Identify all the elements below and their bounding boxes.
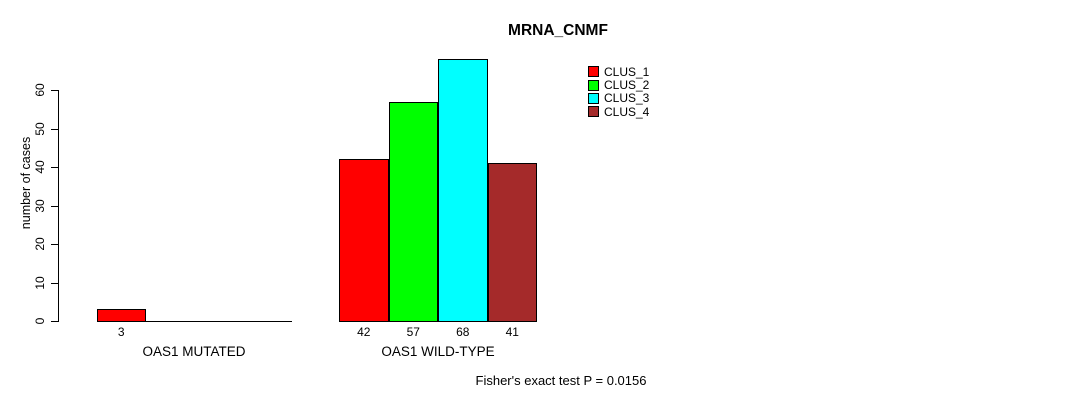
bar-value-label-oas1-wild-type-clus-4: 41	[505, 324, 519, 339]
legend-swatch-clus-3	[588, 92, 599, 104]
y-tick-label-20: 20	[33, 237, 47, 251]
legend: CLUS_1 CLUS_2 CLUS_3 CLUS_4	[588, 65, 649, 119]
annotation-text: Fisher's exact test P = 0.0156	[475, 373, 647, 388]
y-tick-10	[51, 282, 58, 284]
y-tick-50	[51, 128, 58, 130]
zero-bar-clus-2-oas1-mutated	[145, 321, 195, 322]
legend-label-clus-3: CLUS_3	[604, 91, 650, 106]
legend-item-clus-4: CLUS_4	[588, 105, 649, 118]
y-tick-20	[51, 244, 58, 245]
y-tick-label-30: 30	[33, 198, 47, 213]
y-tick-0	[51, 321, 58, 322]
bar-value-label-oas1-wild-type-clus-2: 57	[406, 324, 420, 339]
legend-item-clus-3: CLUS_3	[588, 92, 649, 105]
group-label-oas1-mutated: OAS1 MUTATED	[142, 343, 246, 359]
y-tick-label-50: 50	[33, 121, 47, 136]
y-axis-line	[58, 90, 59, 322]
y-tick-60	[51, 90, 58, 91]
bar-clus-1-oas1-wild-type	[339, 159, 389, 322]
bar-value-label-oas1-mutated-clus-1: 3	[117, 324, 125, 339]
zero-bar-clus-4-oas1-mutated	[242, 321, 292, 322]
y-tick-label-0: 0	[33, 317, 47, 325]
legend-label-clus-2: CLUS_2	[604, 78, 650, 93]
bar-clus-1-oas1-mutated	[97, 309, 146, 322]
legend-item-clus-2: CLUS_2	[588, 78, 649, 91]
bar-value-label-oas1-wild-type-clus-3: 68	[456, 324, 470, 339]
chart-title: MRNA_CNMF	[508, 22, 608, 39]
y-tick-30	[51, 205, 58, 207]
bar-clus-2-oas1-wild-type	[388, 101, 438, 322]
legend-swatch-clus-4	[588, 106, 599, 118]
legend-label-clus-1: CLUS_1	[604, 64, 650, 79]
legend-item-clus-1: CLUS_1	[588, 65, 649, 78]
zero-bar-clus-3-oas1-mutated	[194, 321, 244, 322]
group-label-oas1-wild-type: OAS1 WILD-TYPE	[381, 343, 495, 359]
legend-label-clus-4: CLUS_4	[604, 104, 650, 119]
legend-swatch-clus-1	[588, 66, 599, 78]
y-axis-label: number of cases	[19, 136, 33, 230]
y-tick-label-10: 10	[33, 275, 47, 290]
legend-swatch-clus-2	[588, 79, 599, 91]
y-tick-40	[51, 167, 58, 168]
bar-clus-4-oas1-wild-type	[487, 163, 537, 322]
bar-value-label-oas1-wild-type-clus-1: 42	[357, 324, 371, 339]
y-tick-label-60: 60	[33, 83, 47, 97]
bar-clus-3-oas1-wild-type	[438, 59, 488, 322]
y-tick-label-40: 40	[33, 160, 47, 174]
